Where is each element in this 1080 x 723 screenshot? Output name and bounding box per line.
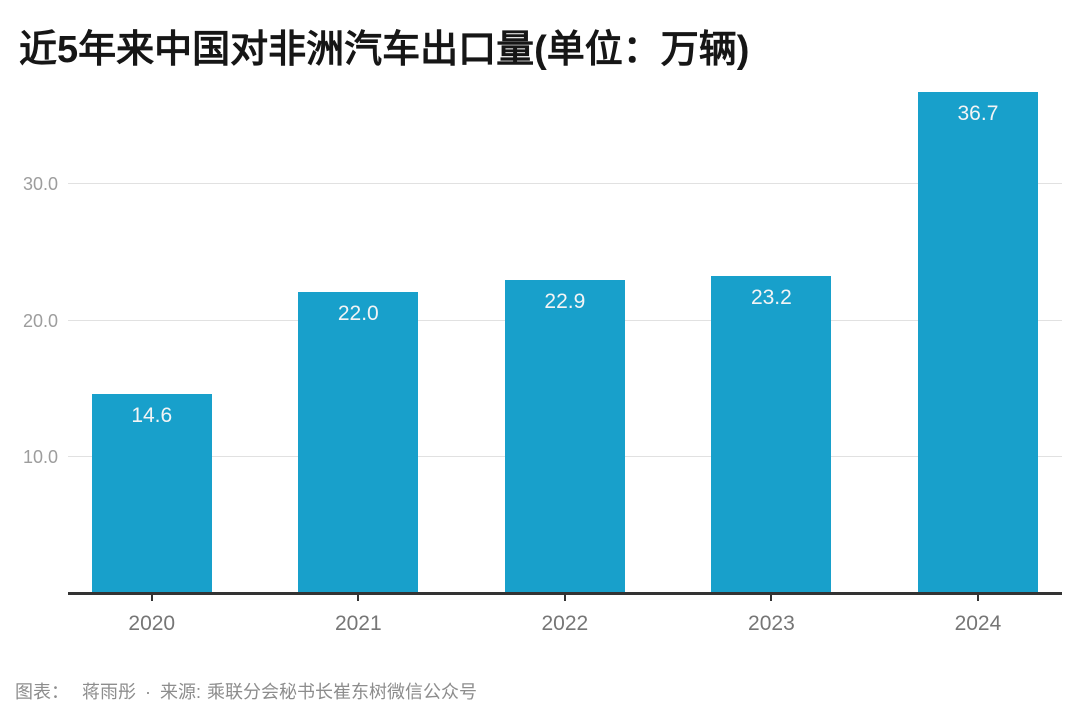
y-axis-tick-label: 30.0 xyxy=(22,174,58,195)
x-axis-tick xyxy=(976,595,979,601)
bar-2022 xyxy=(504,280,625,593)
bar-2021 xyxy=(298,292,419,593)
byline-separator: · xyxy=(145,682,151,702)
x-axis-tick-label: 2020 xyxy=(128,612,176,635)
byline-author: 蒋雨彤 xyxy=(82,682,136,702)
bar-value-label: 22.9 xyxy=(544,290,586,314)
bar-value-label: 36.7 xyxy=(957,101,999,125)
byline-label: 图表： xyxy=(15,682,69,702)
x-axis-tick-label: 2022 xyxy=(541,612,589,635)
bar-value-label: 22.0 xyxy=(337,302,379,326)
bar-value-label: 23.2 xyxy=(750,286,792,310)
bar-2024 xyxy=(917,91,1038,593)
x-axis-tick xyxy=(357,595,360,601)
chart-title: 近5年来中国对非洲汽车出口量(单位：万辆) xyxy=(19,29,750,71)
source-label: 来源: xyxy=(160,682,202,702)
chart-footer: 图表： 蒋雨彤 · 来源: 乘联分会秘书长崔东树微信公众号 xyxy=(15,681,477,703)
x-axis-tick xyxy=(150,595,153,601)
bar-2023 xyxy=(711,276,832,593)
y-axis-tick-label: 10.0 xyxy=(22,447,58,468)
x-axis-tick xyxy=(770,595,773,601)
x-axis-tick-label: 2024 xyxy=(954,612,1002,635)
y-axis-tick-label: 20.0 xyxy=(22,310,58,331)
x-axis-line xyxy=(68,592,1062,595)
gridline-30.0 xyxy=(68,183,1062,185)
bar-value-label: 14.6 xyxy=(131,403,173,427)
x-axis-tick-label: 2023 xyxy=(748,612,795,635)
x-axis-tick-label: 2021 xyxy=(334,612,382,635)
bar-2020 xyxy=(91,393,212,593)
source-text: 乘联分会秘书长崔东树微信公众号 xyxy=(207,682,478,702)
x-axis-tick xyxy=(563,595,566,601)
